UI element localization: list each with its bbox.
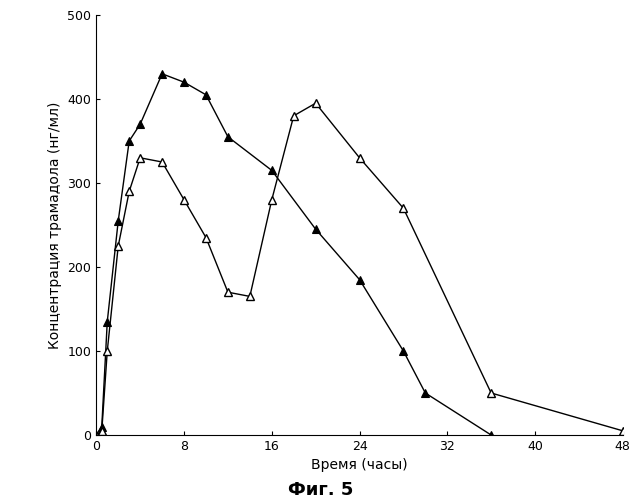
Text: Фиг. 5: Фиг. 5: [288, 481, 354, 499]
X-axis label: Время (часы): Время (часы): [311, 458, 408, 472]
Y-axis label: Концентрация трамадола (нг/мл): Концентрация трамадола (нг/мл): [48, 102, 62, 348]
